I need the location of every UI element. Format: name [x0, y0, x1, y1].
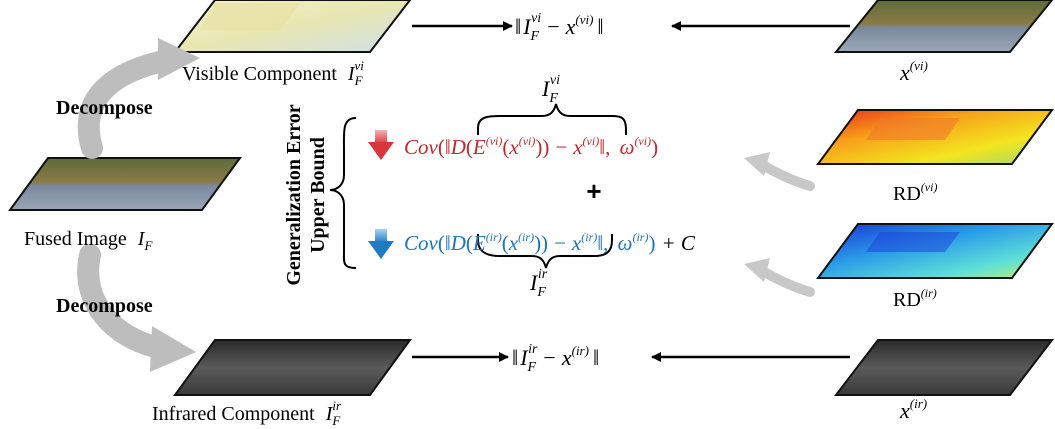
rd-vi-heatmap — [816, 109, 1054, 165]
rd-vi-arrow — [744, 152, 815, 191]
vi-norm-formula: ‖IFvi − x(vi) ‖ — [515, 11, 604, 44]
cov-formula-vi: Cov(‖D(E(vi)(x(vi))) − x(vi)‖, ω(vi)) — [404, 134, 658, 159]
upper-bound-brace — [329, 117, 357, 269]
infrared-component-image — [173, 339, 412, 396]
decrease-arrow-red — [368, 130, 394, 160]
decompose-arrow-up — [77, 38, 200, 159]
svg-text:Generalization Error: Generalization Error — [283, 104, 305, 285]
infrared-source-image — [833, 339, 1055, 396]
visible-source-image — [833, 0, 1054, 53]
rd-ir-arrow — [744, 258, 815, 297]
x-vi-label: x(vi) — [899, 58, 928, 85]
rd-ir-heatmap — [816, 223, 1054, 279]
brace-label-vi: IFvi — [541, 73, 560, 106]
brace-label-ir: IFir — [529, 267, 548, 300]
ir-norm-formula: ‖IFir − x(ir) ‖ — [512, 342, 599, 375]
infrared-component-label: Infrared Component IFir — [152, 398, 342, 428]
fused-image-label: Fused Image IF — [24, 228, 153, 253]
brace-over-vi — [477, 103, 627, 135]
decompose-label-top: Decompose — [56, 97, 153, 119]
brace-under-ir — [477, 234, 613, 269]
decompose-arrow-down — [77, 244, 196, 372]
decompose-label-bottom: Decompose — [56, 295, 153, 317]
svg-text:Upper Bound: Upper Bound — [307, 137, 329, 253]
x-ir-label: x(ir) — [899, 396, 927, 423]
decrease-arrow-blue — [368, 229, 394, 259]
cov-formula-ir: Cov(‖D(E(ir)(x(ir))) − x(ir)‖, ω(ir)) + C — [404, 230, 696, 255]
fused-image — [8, 157, 242, 211]
generalization-error-label: Generalization Error Upper Bound — [283, 104, 329, 285]
visible-component-image — [172, 0, 412, 53]
rd-vi-label: RD(vi) — [893, 180, 937, 205]
plus-sign: + — [586, 176, 601, 206]
visible-component-label: Visible Component IFvi — [182, 58, 364, 88]
rd-ir-label: RD(ir) — [893, 286, 937, 311]
